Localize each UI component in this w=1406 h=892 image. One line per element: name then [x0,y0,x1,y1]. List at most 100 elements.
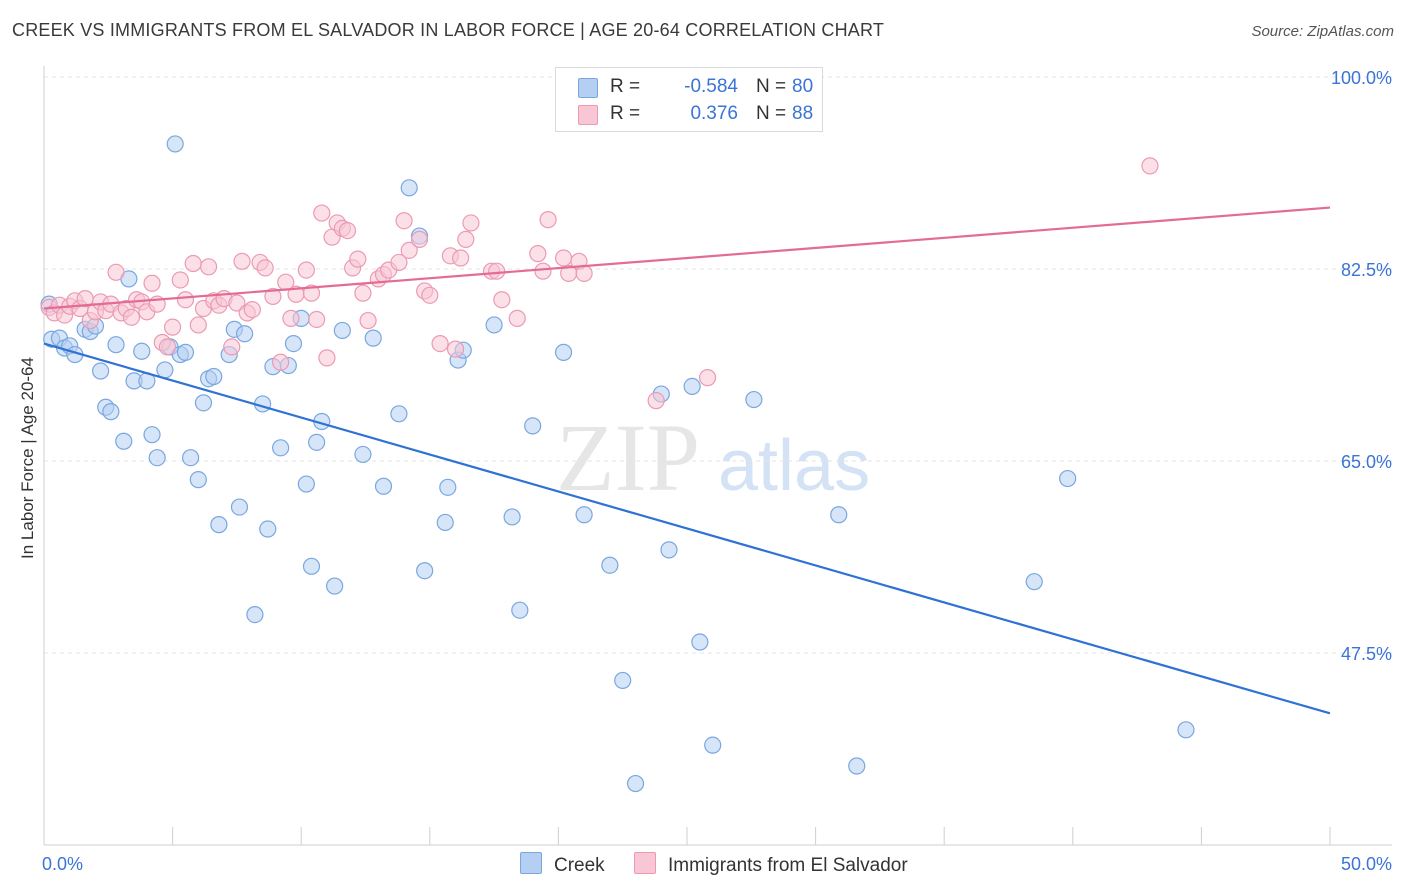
salvador-point [264,287,282,306]
salvador-point [200,258,218,276]
creek-point [575,506,593,524]
salvador-point [539,211,557,229]
creek-point [745,390,763,409]
x-tick-label: 0.0% [42,854,83,874]
series-legend: Creek Immigrants from El Salvador [0,852,1406,878]
creek-point [236,325,254,343]
creek-point [1059,469,1077,488]
creek-point [133,342,151,360]
creek-point [308,433,326,451]
creek-point [416,562,434,580]
creek-point [830,506,848,524]
salvador-point [223,338,241,356]
salvador-point [390,253,408,272]
creek-point [148,449,166,467]
creek-point [601,556,619,574]
salvador-point [359,311,377,330]
r-value: -0.584 [684,76,738,97]
creek-point [704,736,722,754]
salvador-point [462,214,480,232]
correlation-legend: R = -0.584 N = 80 R = 0.376 N = 88 [555,67,823,132]
creek-swatch [578,78,598,98]
creek-point [390,405,408,423]
salvador-point [349,250,367,268]
salvador-point [308,310,326,329]
salvador-point [143,274,161,292]
chart-title: CREEK VS IMMIGRANTS FROM EL SALVADOR IN … [12,20,885,40]
creek-point [354,445,372,464]
creek-point [848,757,866,775]
creek-point [156,361,174,379]
creek-point [189,471,207,489]
legend-item-salvador: Immigrants from El Salvador [634,852,908,877]
salvador-point [452,249,470,267]
creek-point [374,477,393,495]
r-value: 0.376 [690,103,738,124]
creek-point [210,516,228,534]
salvador-point [107,263,125,281]
creek-point [364,329,382,347]
creek-point [182,449,200,467]
watermark-atlas: atlas [718,426,870,506]
salvador-point [421,286,439,304]
salvador-point [176,291,195,309]
salvador-point [400,241,418,259]
y-tick-label: 47.5% [1341,644,1392,664]
creek-point [246,605,264,624]
salvador-point [457,230,475,248]
creek-point [614,671,632,690]
trend-lines [43,206,1331,715]
salvador-point [297,261,315,279]
salvador-point [488,262,506,280]
legend-label: Creek [554,855,605,876]
creek-trend-line [43,342,1331,715]
legend-item-creek: Creek [520,852,605,877]
creek-point [115,432,133,450]
salvador-point [272,353,290,371]
salvador-point [529,245,547,263]
salvador-point [158,338,177,356]
salvador-point [493,291,511,309]
salvador-point [431,335,449,353]
creek-point [400,179,418,197]
y-tick-label: 82.5% [1341,260,1392,280]
salvador-point [171,271,189,289]
legend-label: Immigrants from El Salvador [668,855,908,876]
creek-point [1177,721,1195,739]
grid-lines [44,76,1392,654]
salvador-trend-line [43,206,1331,310]
creek-point [691,633,709,651]
r-label: R = [610,76,641,97]
salvador-point [1141,157,1159,175]
creek-point [485,316,503,334]
creek-swatch [520,852,542,874]
axes [43,66,1392,846]
creek-point [554,343,573,361]
y-tick-label: 100.0% [1331,68,1392,88]
creek-point [302,557,321,575]
salvador-point [354,284,372,302]
salvador-point [228,294,246,312]
salvador-point [313,204,331,222]
creek-point [511,601,529,619]
salvador-point [534,262,552,280]
salvador-point [282,309,300,327]
salvador-point [554,249,573,267]
creek-point [1025,573,1043,591]
n-value: 88 [792,103,814,124]
n-value: 80 [792,76,814,97]
salvador-point [233,252,251,270]
creek-points [40,135,1195,793]
watermark-zip: ZIP [556,404,700,511]
creek-point [272,439,290,457]
salvador-point [647,392,665,410]
salvador-swatch [634,852,656,874]
creek-point [436,513,454,532]
salvador-point [184,254,202,273]
creek-point [143,426,161,444]
creek-point [503,508,521,526]
creek-point [284,335,303,353]
creek-point [683,377,701,395]
x-tick-label: 50.0% [1341,854,1392,874]
creek-point [102,403,120,421]
